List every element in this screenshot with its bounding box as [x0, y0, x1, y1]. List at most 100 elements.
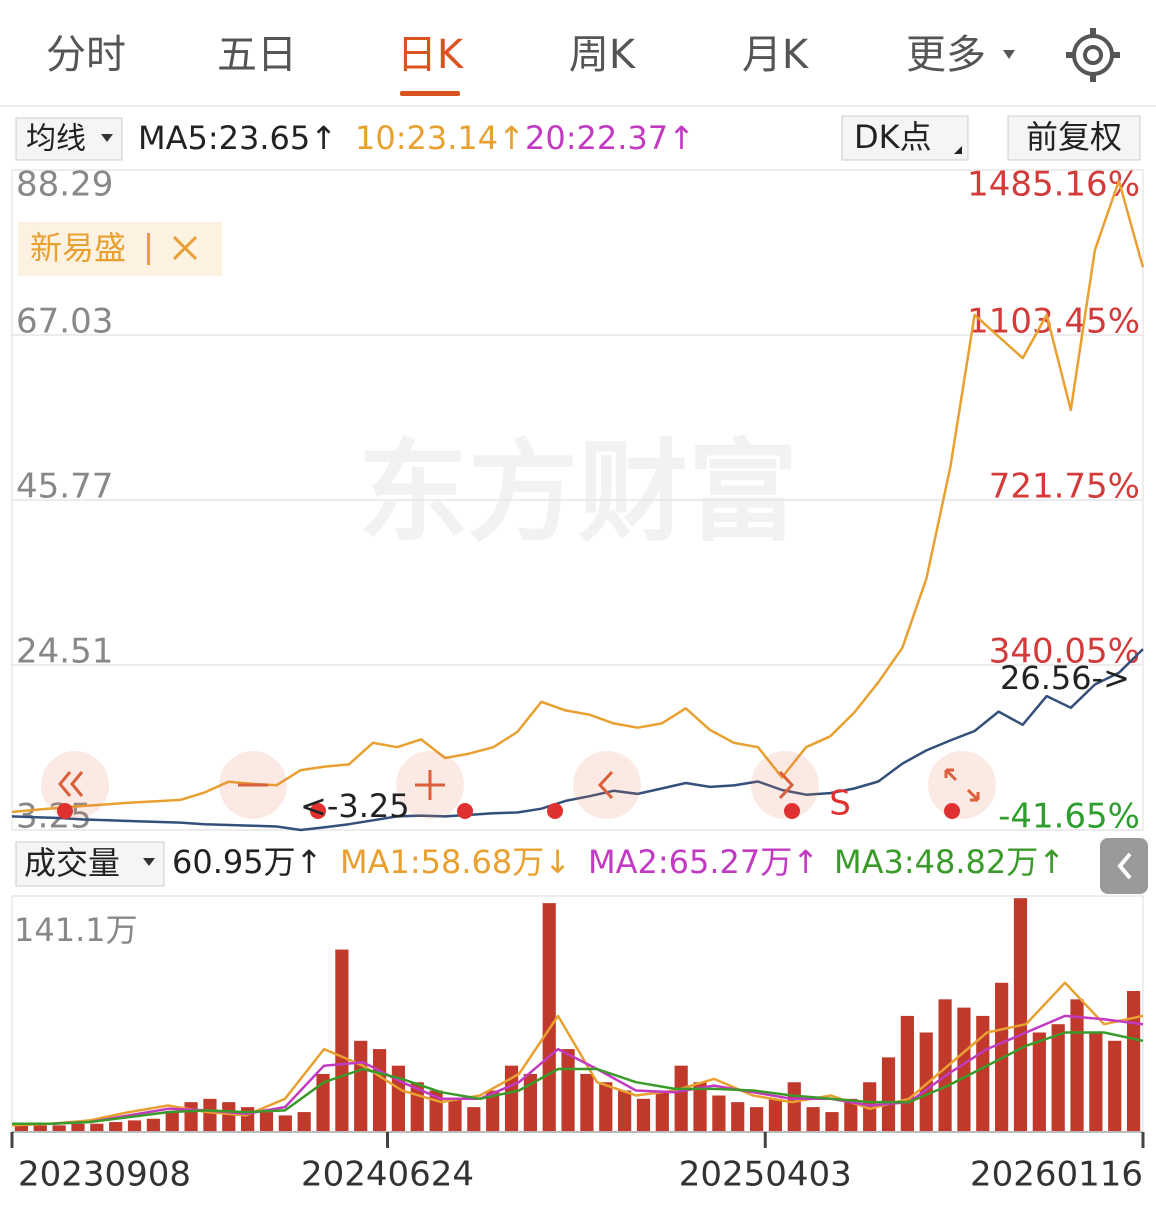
volume-bar — [881, 1057, 896, 1132]
volume-bar — [203, 1098, 217, 1132]
volume-selector-label: 成交量 — [24, 844, 120, 882]
volume-bar — [957, 1007, 971, 1132]
annotation: 26.56-> — [1000, 659, 1130, 697]
y2-tick-label: 1103.45% — [967, 302, 1140, 342]
icon-expand — [944, 768, 980, 802]
icon-left — [597, 770, 614, 800]
icon-rewind — [58, 771, 84, 797]
ma-line — [12, 1031, 1144, 1125]
gear-ring — [1072, 34, 1114, 76]
compare-name: 新易盛 — [30, 229, 126, 267]
tool-button[interactable] — [573, 751, 641, 819]
tag-separator — [147, 233, 150, 265]
volume-bar — [372, 1049, 387, 1132]
volume-bar — [165, 1112, 179, 1132]
divider — [0, 105, 1156, 107]
legend-item: 60.95万↑ — [172, 843, 322, 881]
volume-bar — [222, 1102, 236, 1132]
x-tick-label: 20240624 — [301, 1155, 474, 1195]
volume-bar — [674, 1065, 688, 1132]
volume-bar — [1089, 1032, 1103, 1132]
signal-dot — [944, 803, 960, 819]
volume-bar — [127, 1120, 142, 1132]
icon-right — [778, 770, 795, 800]
volume-bar — [316, 1073, 330, 1132]
signal-dot — [784, 803, 800, 819]
tab[interactable]: 日K — [397, 32, 465, 78]
y-tick-label: 45.77 — [16, 467, 113, 507]
volume-selector[interactable] — [15, 841, 165, 887]
volume-bar — [749, 1107, 764, 1132]
volume-bar — [806, 1107, 820, 1132]
volume-bar — [731, 1102, 745, 1132]
volume-bar — [712, 1095, 726, 1132]
volume-bar — [636, 1098, 651, 1132]
adjust-button[interactable] — [1007, 115, 1141, 161]
volume-bar — [90, 1123, 104, 1132]
volume-bar — [259, 1112, 274, 1132]
tab-bar: 分时 五日 日K 周K 月K 更多 — [46, 32, 986, 96]
volume-bar — [448, 1098, 462, 1132]
legend-item: 20:22.37↑ — [525, 119, 695, 157]
volume-bar — [467, 1107, 481, 1132]
tool-button[interactable] — [928, 751, 996, 819]
legend-item: MA3:48.82万↑ — [834, 843, 1065, 881]
legend-item: 10:23.14↑ — [355, 119, 525, 157]
volume-bar — [599, 1082, 613, 1132]
adjust-label: 前复权 — [1026, 118, 1122, 156]
tab[interactable]: 五日 — [217, 32, 297, 78]
tool-button[interactable] — [41, 751, 109, 819]
volume-bar — [184, 1102, 198, 1132]
ma-selector-label: 均线 — [26, 122, 86, 157]
volume-bar — [1013, 898, 1028, 1132]
volume-bar — [580, 1073, 594, 1132]
watermark: 东方财富 — [358, 428, 798, 556]
volume-bar — [14, 1123, 29, 1132]
tag-close[interactable] — [172, 235, 198, 261]
volume-bar — [71, 1123, 85, 1132]
volume-bar — [1051, 1024, 1065, 1132]
volume-bar — [335, 949, 349, 1132]
volume-bar — [1032, 1032, 1046, 1132]
y-tick-label: 88.29 — [16, 165, 113, 205]
volume-plot: 141.1万 20230908 20240624 20250403 20260116 — [10, 898, 1145, 1195]
tab[interactable]: 周K — [569, 32, 637, 78]
legend-item: MA2:65.27万↑ — [588, 843, 819, 881]
ma-selector[interactable] — [15, 117, 123, 161]
y-tick-label: 67.03 — [16, 302, 113, 342]
ma-legend: MA5:23.65↑ 10:23.14↑ 20:22.37↑ — [138, 119, 695, 157]
y-tick-label: 141.1万 — [14, 911, 138, 949]
signal-dots — [57, 803, 960, 819]
volume-bar — [278, 1115, 292, 1132]
legend-item: MA1:58.68万↓ — [340, 843, 571, 881]
volume-bar — [655, 1090, 669, 1132]
price-plot: 88.2967.0345.7724.513.251485.16%1103.45%… — [11, 165, 1145, 837]
dk-caret — [954, 146, 962, 154]
tab[interactable]: 更多 — [906, 32, 986, 78]
volume-bar — [844, 1098, 858, 1132]
more-caret — [1003, 50, 1015, 59]
legend-item: MA5:23.65↑ — [138, 119, 337, 157]
volume-bar — [693, 1082, 707, 1132]
volume-bar — [938, 999, 952, 1132]
x-tick-label: 20250403 — [679, 1155, 852, 1195]
collapse-icon — [1117, 852, 1132, 880]
volume-bar — [297, 1112, 311, 1132]
volume-bar — [542, 903, 556, 1132]
tab[interactable]: 分时 — [46, 32, 126, 78]
volume-bar — [787, 1082, 801, 1132]
collapse-button[interactable] — [1100, 838, 1148, 894]
settings-icon[interactable] — [1066, 28, 1120, 82]
volume-bar — [919, 1032, 933, 1132]
x-tick-label: 20260116 — [970, 1155, 1143, 1195]
tool-button[interactable] — [751, 751, 819, 819]
dk-label: DK点 — [854, 118, 932, 156]
y2-tick-label: 1485.16% — [967, 165, 1140, 205]
volume-bar — [354, 1040, 368, 1132]
dk-button[interactable] — [841, 115, 969, 161]
volume-bar — [504, 1065, 519, 1132]
tab[interactable]: 月K — [742, 32, 810, 78]
volume-bar — [109, 1122, 123, 1132]
